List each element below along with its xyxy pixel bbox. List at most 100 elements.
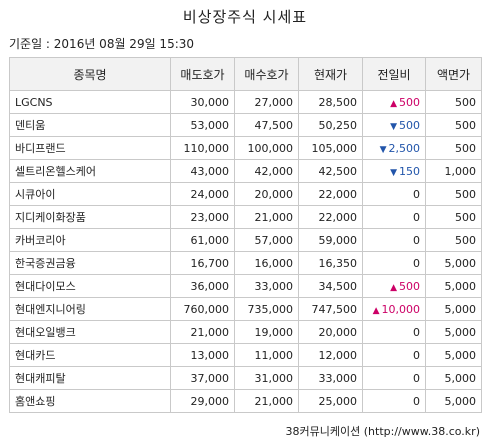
par-value-cell: 500	[425, 113, 482, 137]
price-change-cell: 0	[362, 389, 426, 413]
ask-price-cell: 23,000	[170, 205, 235, 229]
current-price-cell: 22,000	[298, 182, 363, 206]
bid-price-cell: 11,000	[234, 343, 299, 367]
table-row: 현대엔지니어링 760,000 735,000 747,500 ▲ 10,000 5,000	[9, 297, 482, 321]
par-value-cell: 5,000	[425, 366, 482, 390]
bid-price-cell: 21,000	[234, 389, 299, 413]
par-value-cell: 5,000	[425, 320, 482, 344]
ask-price-cell: 29,000	[170, 389, 235, 413]
stock-name-cell: 현대카드	[9, 343, 171, 367]
table-row: 현대카드 13,000 11,000 12,000 0 5,000	[9, 343, 482, 367]
column-header-price: 현재가	[298, 57, 363, 91]
price-change-cell: 0	[362, 182, 426, 206]
current-price-cell: 12,000	[298, 343, 363, 367]
down-arrow-icon: ▼	[379, 144, 387, 155]
change-value: 500	[399, 95, 420, 109]
down-arrow-icon: ▼	[390, 121, 397, 132]
current-price-cell: 59,000	[298, 228, 363, 252]
price-change-cell: 0	[362, 228, 426, 252]
column-header-name: 종목명	[9, 57, 171, 91]
ask-price-cell: 53,000	[170, 113, 235, 137]
par-value-cell: 500	[425, 205, 482, 229]
par-value-cell: 5,000	[425, 297, 482, 321]
ask-price-cell: 13,000	[170, 343, 235, 367]
table-body: LGCNS 30,000 27,000 28,500 ▲ 500 500 덴티움 53,000 4…	[9, 90, 482, 413]
change-value: 2,500	[388, 141, 421, 155]
price-change-cell: 0	[362, 205, 426, 229]
bid-price-cell: 47,500	[234, 113, 299, 137]
stock-name-cell: 바디프랜드	[9, 136, 171, 160]
column-header-bid: 매수호가	[234, 57, 299, 91]
stock-name-cell: 현대다이모스	[9, 274, 171, 298]
current-price-cell: 22,000	[298, 205, 363, 229]
price-change-cell: ▼ 2,500	[362, 136, 426, 160]
bid-price-cell: 735,000	[234, 297, 299, 321]
par-value-cell: 500	[425, 228, 482, 252]
par-value-cell: 500	[425, 182, 482, 206]
price-change-cell: ▼ 500	[362, 113, 426, 137]
stock-name-cell: 현대캐피탈	[9, 366, 171, 390]
current-price-cell: 33,000	[298, 366, 363, 390]
table-header-row: 종목명 매도호가 매수호가 현재가 전일비 액면가	[9, 57, 482, 91]
ask-price-cell: 30,000	[170, 90, 235, 114]
table-row: 카버코리아 61,000 57,000 59,000 0 500	[9, 228, 482, 252]
change-value: 500	[399, 279, 420, 293]
table-row: 바디프랜드 110,000 100,000 105,000 ▼ 2,500 500	[9, 136, 482, 160]
bid-price-cell: 20,000	[234, 182, 299, 206]
ask-price-cell: 760,000	[170, 297, 235, 321]
table-row: 지디케이화장품 23,000 21,000 22,000 0 500	[9, 205, 482, 229]
column-header-ask: 매도호가	[170, 57, 235, 91]
bid-price-cell: 33,000	[234, 274, 299, 298]
table-row: 한국증권금융 16,700 16,000 16,350 0 5,000	[9, 251, 482, 275]
ask-price-cell: 110,000	[170, 136, 235, 160]
price-change-cell: 0	[362, 320, 426, 344]
current-price-cell: 34,500	[298, 274, 363, 298]
bid-price-cell: 21,000	[234, 205, 299, 229]
bid-price-cell: 42,000	[234, 159, 299, 183]
par-value-cell: 5,000	[425, 343, 482, 367]
source-credit: 38커뮤니케이션 (http://www.38.co.kr)	[285, 425, 480, 438]
stock-name-cell: 홈앤쇼핑	[9, 389, 171, 413]
par-value-cell: 500	[425, 90, 482, 114]
up-arrow-icon: ▲	[372, 305, 380, 316]
par-value-cell: 5,000	[425, 251, 482, 275]
price-change-cell: ▼ 150	[362, 159, 426, 183]
table-row: 현대오일뱅크 21,000 19,000 20,000 0 5,000	[9, 320, 482, 344]
ask-price-cell: 61,000	[170, 228, 235, 252]
bid-price-cell: 16,000	[234, 251, 299, 275]
current-price-cell: 16,350	[298, 251, 363, 275]
change-value: 10,000	[381, 302, 421, 316]
stock-name-cell: 지디케이화장품	[9, 205, 171, 229]
price-change-cell: 0	[362, 343, 426, 367]
price-change-cell: 0	[362, 366, 426, 390]
stock-quote-table: 종목명 매도호가 매수호가 현재가 전일비 액면가 LGCNS 30,000 27,…	[9, 57, 482, 413]
stock-name-cell: 현대오일뱅크	[9, 320, 171, 344]
table-row: 홈앤쇼핑 29,000 21,000 25,000 0 5,000	[9, 389, 482, 413]
bid-price-cell: 57,000	[234, 228, 299, 252]
table-row: 현대캐피탈 37,000 31,000 33,000 0 5,000	[9, 366, 482, 390]
par-value-cell: 1,000	[425, 159, 482, 183]
ask-price-cell: 21,000	[170, 320, 235, 344]
up-arrow-icon: ▲	[390, 98, 397, 109]
ask-price-cell: 37,000	[170, 366, 235, 390]
table-row: 덴티움 53,000 47,500 50,250 ▼ 500 500	[9, 113, 482, 137]
current-price-cell: 20,000	[298, 320, 363, 344]
up-arrow-icon: ▲	[390, 282, 397, 293]
stock-name-cell: 카버코리아	[9, 228, 171, 252]
price-change-cell: 0	[362, 251, 426, 275]
stock-name-cell: 한국증권금융	[9, 251, 171, 275]
ask-price-cell: 36,000	[170, 274, 235, 298]
table-row: 현대다이모스 36,000 33,000 34,500 ▲ 500 5,000	[9, 274, 482, 298]
page-title: 비상장주식 시세표	[182, 8, 308, 26]
change-value: 500	[399, 118, 420, 132]
price-change-cell: ▲ 500	[362, 274, 426, 298]
current-price-cell: 25,000	[298, 389, 363, 413]
current-price-cell: 747,500	[298, 297, 363, 321]
table-row: 시큐아이 24,000 20,000 22,000 0 500	[9, 182, 482, 206]
par-value-cell: 5,000	[425, 389, 482, 413]
price-change-cell: ▲ 500	[362, 90, 426, 114]
stock-name-cell: LGCNS	[9, 90, 171, 114]
ask-price-cell: 43,000	[170, 159, 235, 183]
current-price-cell: 28,500	[298, 90, 363, 114]
base-date: 기준일 : 2016년 08월 29일 15:30	[9, 37, 195, 51]
